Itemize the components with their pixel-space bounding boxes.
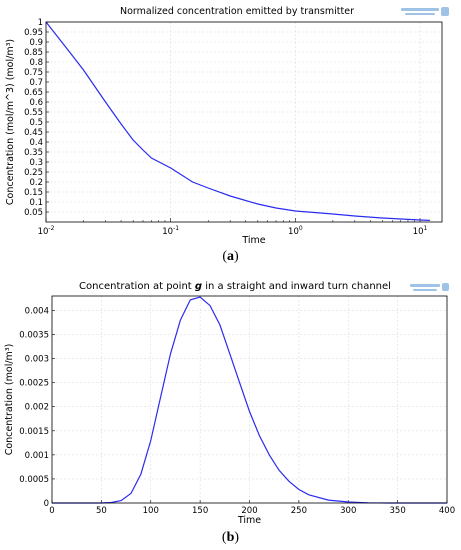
chart-a-y-tick-label: 0.05	[24, 208, 43, 218]
chart-b-y-tick-label: 0.0035	[19, 331, 49, 341]
chart-panel-a: Normalized concentration emitted by tran…	[0, 0, 461, 272]
chart-b-x-tick-label: 400	[439, 506, 455, 516]
chart-b-y-tick-label: 0.004	[25, 306, 49, 316]
chart-b-x-tick-label: 300	[340, 506, 356, 516]
chart-a-y-tick-label: 1	[38, 18, 43, 28]
chart-a-y-tick-label: 0.9	[29, 38, 43, 48]
logo-icon	[401, 7, 449, 16]
chart-b-x-tick-label: 100	[143, 506, 159, 516]
chart-a-x-tick-label: 101	[413, 225, 428, 237]
chart-a-x-axis-label: Time	[241, 235, 265, 246]
chart-b-y-axis-label: Concentration (mol/m³)	[4, 344, 15, 456]
chart-b-title: Concentration at point g in a straight a…	[79, 281, 391, 292]
chart-a-y-axis-label: Concentration (mol/m^3) (mol/m³)	[5, 39, 16, 205]
chart-b-x-tick-label: 250	[291, 506, 307, 516]
chart-b-x-axis-label: Time	[237, 515, 261, 526]
chart-a-y-tick-label: 0.85	[24, 48, 43, 58]
chart-a-y-tick-label: 0.25	[24, 168, 43, 178]
chart-a-y-tick-label: 0.8	[29, 58, 43, 68]
chart-b-x-tick-label: 0	[49, 506, 54, 516]
chart-a-y-tick-label: 0.4	[29, 138, 43, 148]
chart-b-y-tick-label: 0.002	[25, 403, 49, 413]
chart-a-y-tick-label: 0.55	[24, 108, 43, 118]
chart-a-y-tick-label: 0.6	[29, 98, 43, 108]
chart-b-plot-frame	[51, 295, 448, 504]
chart-a-y-tick-label: 0.45	[24, 128, 43, 138]
chart-a-svg: Normalized concentration emitted by tran…	[5, 6, 449, 246]
chart-panel-b: Concentration at point g in a straight a…	[0, 272, 461, 550]
chart-a-y-tick-label: 0.2	[29, 178, 43, 188]
chart-b-series-line	[52, 296, 447, 504]
chart-b-y-tick-label: 0.0025	[19, 379, 49, 389]
chart-a-x-tick-label: 10-2	[38, 225, 55, 237]
chart-a-y-tick-label: 0.15	[24, 188, 43, 198]
chart-b-x-tick-label: 350	[390, 506, 406, 516]
chart-a-x-tick-label: 10-1	[162, 225, 179, 237]
caption-a: (a)	[222, 249, 239, 264]
chart-b-y-tick-label: 0	[44, 499, 49, 509]
chart-a-x-tick-label: 100	[288, 225, 303, 237]
chart-a-y-tick-label: 0.1	[29, 198, 43, 208]
chart-b-y-tick-label: 0.003	[25, 355, 49, 365]
chart-b-y-tick-label: 0.001	[25, 451, 49, 461]
chart-a-series-line	[45, 21, 430, 221]
chart-b-y-tick-label: 0.0015	[19, 427, 49, 437]
chart-a-title: Normalized concentration emitted by tran…	[120, 6, 354, 17]
caption-b-letter: b	[226, 530, 235, 545]
caption-b: (b)	[221, 530, 240, 545]
chart-a-y-tick-label: 0.65	[24, 88, 43, 98]
caption-a-letter: a	[227, 249, 234, 264]
chart-a-y-tick-label: 0.95	[24, 28, 43, 38]
chart-a-y-tick-label: 0.5	[29, 118, 43, 128]
chart-b-y-tick-label: 0.0005	[19, 475, 49, 485]
chart-a-plot-frame	[45, 21, 443, 223]
chart-b-x-tick-label: 50	[96, 506, 107, 516]
chart-b-x-tick-label: 200	[241, 506, 257, 516]
chart-a-y-tick-label: 0.3	[29, 158, 43, 168]
chart-a-y-tick-label: 0.35	[24, 148, 43, 158]
chart-b-svg: Concentration at point g in a straight a…	[4, 281, 455, 526]
chart-a-y-tick-label: 0.7	[29, 78, 43, 88]
chart-b-x-tick-label: 150	[192, 506, 208, 516]
logo-icon	[410, 283, 449, 291]
chart-a-y-tick-label: 0.75	[24, 68, 43, 78]
